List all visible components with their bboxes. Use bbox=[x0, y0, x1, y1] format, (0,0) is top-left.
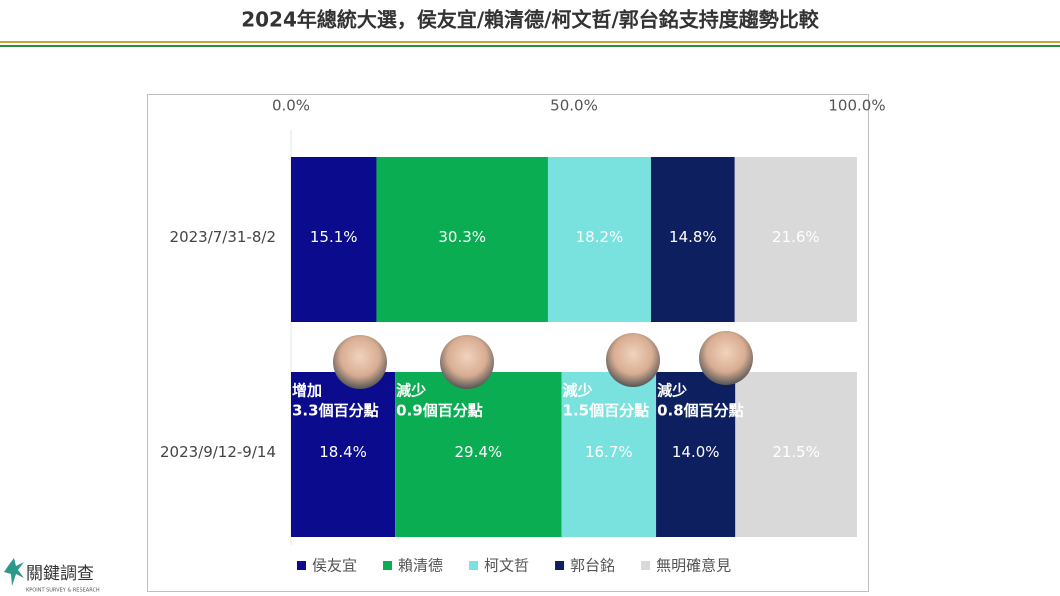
value-label: 21.6% bbox=[772, 228, 820, 246]
bar-segment bbox=[547, 157, 651, 322]
annotation: 0.9個百分點 bbox=[396, 402, 483, 420]
legend-label: 侯友宜 bbox=[312, 557, 357, 575]
annotation: 0.8個百分點 bbox=[657, 402, 744, 420]
legend-swatch bbox=[555, 561, 565, 570]
x-tick-label: 50.0% bbox=[550, 97, 598, 115]
value-label: 18.4% bbox=[319, 443, 367, 461]
value-label: 16.7% bbox=[585, 443, 633, 461]
legend-swatch bbox=[469, 561, 479, 570]
x-tick-label: 100.0% bbox=[828, 97, 885, 115]
bar-segment bbox=[735, 372, 857, 537]
annotation: 增加 bbox=[292, 382, 322, 400]
y-tick-label: 2023/9/12-9/14 bbox=[160, 443, 276, 461]
legend-label: 無明確意見 bbox=[656, 557, 731, 575]
annotation: 減少 bbox=[563, 382, 593, 400]
chart-frame bbox=[147, 94, 869, 592]
value-label: 29.4% bbox=[455, 443, 503, 461]
portrait bbox=[440, 335, 494, 389]
bar-segment bbox=[734, 157, 857, 322]
portrait bbox=[606, 333, 660, 387]
logo-tagline: KPOINT SURVEY & RESEARCH bbox=[26, 588, 100, 594]
plot: 0.0% 50.0% 100.0% 2023/7/31-8/2 15.1% 30.3% 18… bbox=[160, 97, 886, 575]
legend-label: 柯文哲 bbox=[484, 557, 529, 575]
legend-swatch bbox=[297, 561, 306, 570]
x-tick-label: 0.0% bbox=[272, 97, 310, 115]
value-label: 18.2% bbox=[576, 228, 624, 246]
logo-icon bbox=[4, 558, 24, 586]
bar-segment bbox=[650, 157, 735, 322]
chart-title: 2024年總統大選，侯友宜/賴清德/柯文哲/郭台銘支持度趨勢比較 bbox=[241, 8, 820, 32]
annotation: 3.3個百分點 bbox=[292, 402, 379, 420]
bar-segment bbox=[656, 372, 736, 537]
legend-swatch bbox=[383, 561, 393, 570]
portrait bbox=[333, 335, 387, 389]
value-label: 21.5% bbox=[772, 443, 820, 461]
legend-label: 郭台銘 bbox=[570, 557, 615, 575]
bar-segment bbox=[376, 157, 548, 322]
legend-swatch bbox=[641, 561, 651, 570]
annotation: 減少 bbox=[396, 382, 426, 400]
legend-label: 賴清德 bbox=[398, 557, 443, 575]
portraits bbox=[333, 331, 753, 389]
bar-segment bbox=[395, 372, 562, 537]
bar-segment bbox=[291, 372, 396, 537]
logo-name: 關鍵調查 bbox=[26, 564, 94, 584]
value-label: 30.3% bbox=[438, 228, 486, 246]
bar-segment bbox=[561, 372, 657, 537]
y-tick-label: 2023/7/31-8/2 bbox=[170, 228, 276, 246]
value-label: 14.8% bbox=[669, 228, 717, 246]
annotation: 1.5個百分點 bbox=[563, 402, 650, 420]
value-label: 15.1% bbox=[310, 228, 358, 246]
annotation: 減少 bbox=[657, 382, 687, 400]
bar-segment bbox=[291, 157, 377, 322]
value-label: 14.0% bbox=[672, 443, 720, 461]
logo: 關鍵調查 KPOINT SURVEY & RESEARCH bbox=[4, 558, 100, 594]
portrait bbox=[699, 331, 753, 385]
